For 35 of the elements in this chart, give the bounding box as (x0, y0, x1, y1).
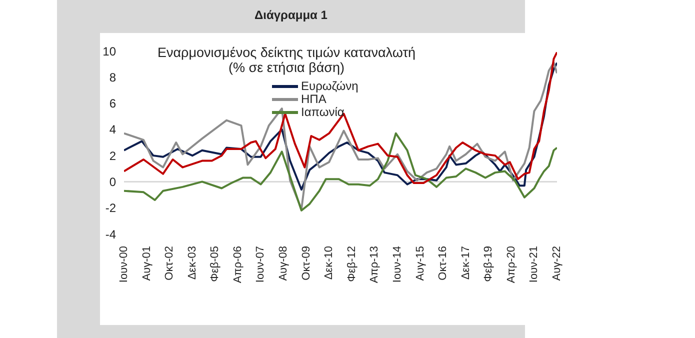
x-tick-label: Ιουν-07 (254, 246, 267, 283)
x-tick-label: Απρ-06 (232, 246, 244, 284)
x-tick-label: Αυγ-22 (551, 246, 563, 281)
x-tick-label: Οκτ-16 (437, 246, 450, 280)
y-tick-label: 2 (109, 148, 116, 163)
x-tick-label: Δεκ-03 (186, 246, 198, 280)
x-tick-label: Αυγ-15 (414, 246, 426, 281)
x-tick-label: Φεβ-12 (346, 246, 358, 282)
line-series (124, 132, 557, 212)
y-tick-label: -2 (105, 201, 116, 216)
x-tick-label: Ιουν-21 (528, 246, 540, 283)
x-tick-label: Φεβ-19 (482, 246, 495, 282)
x-tick-label: Δεκ-10 (323, 246, 336, 280)
y-tick-label: 6 (109, 96, 116, 111)
chart-subtitle: Εναρμονισμένος δείκτης τιμών καταναλωτή (156, 45, 417, 60)
x-tick-label: Αυγ-01 (140, 246, 153, 281)
annotation: (% σε ετήσια βάση) (227, 60, 346, 75)
x-tick-label: Ιουν-14 (391, 246, 404, 283)
legend-label: Ιαπωνία (301, 105, 344, 119)
x-tick-label: Φεβ-05 (209, 246, 222, 282)
x-tick-label: Ιουν-00 (118, 246, 130, 283)
chart-title: Διάγραμμα 1 (254, 8, 328, 22)
x-tick-label: Αυγ-08 (278, 246, 290, 281)
x-tick-label: Απρ-20 (505, 246, 518, 284)
legend-label: Ευρωζώνη (301, 79, 358, 93)
x-tick-label: Οκτ-02 (164, 246, 176, 280)
y-tick-label: 10 (102, 44, 116, 58)
x-tick-label: Δεκ-17 (460, 246, 472, 280)
y-tick-label: -4 (105, 227, 116, 242)
x-tick-label: Οκτ-09 (300, 246, 312, 280)
legend-label: ΗΠΑ (301, 92, 326, 106)
x-tick-label: Απρ-13 (368, 246, 381, 284)
y-tick-label: 0 (109, 174, 116, 189)
y-tick-label: 8 (109, 70, 116, 84)
y-tick-label: 4 (109, 122, 116, 137)
